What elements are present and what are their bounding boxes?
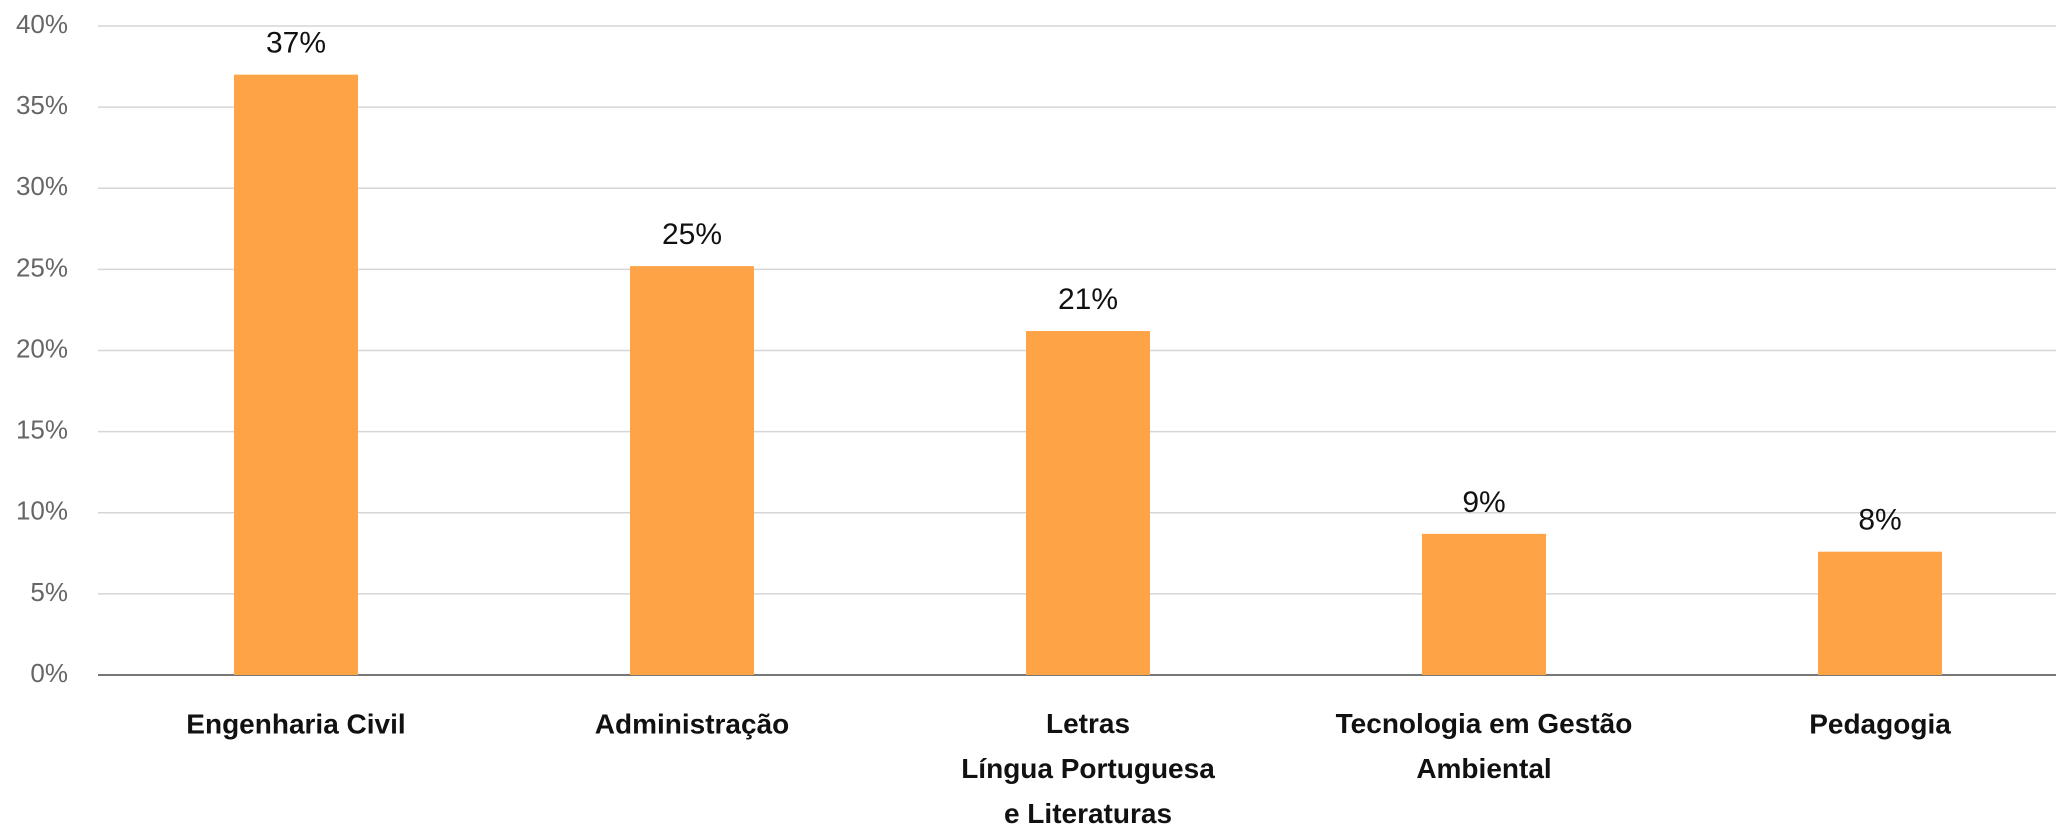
data-label: 9%: [1462, 486, 1505, 519]
x-tick-label: Tecnologia em Gestão Ambiental: [1336, 708, 1633, 784]
data-label: 25%: [662, 218, 722, 251]
x-tick-label: Administração: [595, 708, 790, 739]
bar: [234, 74, 358, 676]
bar: [1818, 551, 1942, 675]
y-tick-label: 10%: [16, 496, 68, 526]
x-tick-label: Engenharia Civil: [186, 708, 405, 739]
y-tick-label: 0%: [30, 658, 68, 688]
data-label: 8%: [1858, 504, 1901, 537]
y-tick-label: 40%: [16, 9, 68, 39]
bar: [1026, 331, 1150, 675]
y-tick-label: 35%: [16, 90, 68, 120]
x-tick-label: Letras Língua Portuguesa e Literaturas: [961, 708, 1215, 829]
y-tick-label: 5%: [30, 577, 68, 607]
data-label: 37%: [266, 27, 326, 60]
x-tick-label: Pedagogia: [1809, 708, 1951, 739]
y-tick-label: 30%: [16, 171, 68, 201]
y-tick-label: 20%: [16, 333, 68, 363]
data-label: 21%: [1058, 283, 1118, 316]
y-tick-label: 25%: [16, 252, 68, 282]
y-tick-label: 15%: [16, 415, 68, 445]
bar: [630, 266, 754, 675]
bar: [1422, 533, 1546, 675]
